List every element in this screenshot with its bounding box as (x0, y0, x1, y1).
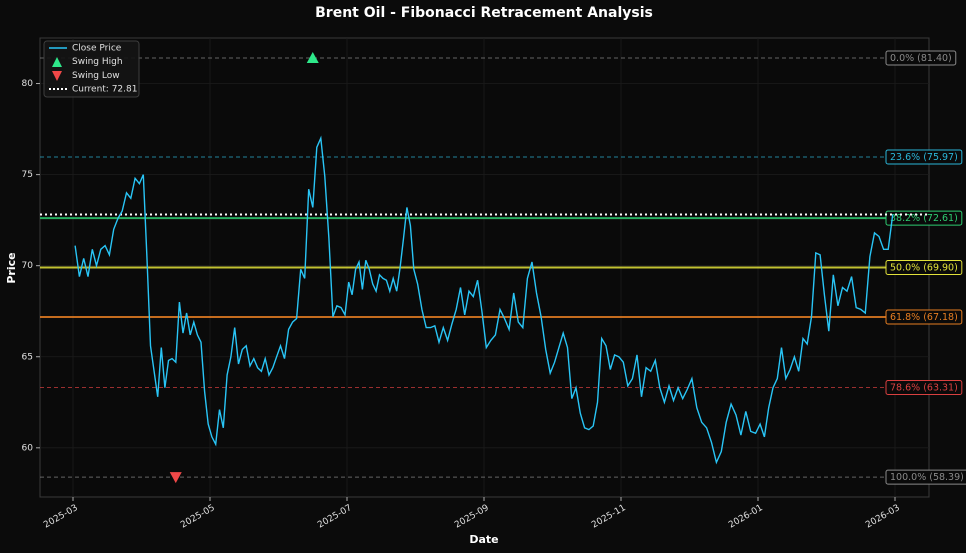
fib-label-box (885, 149, 963, 165)
fib-label: 78.6% (63.31) (885, 380, 963, 396)
fib-label-box (885, 469, 966, 485)
fib-label-text: 78.6% (63.31) (890, 383, 958, 394)
legend-label: Close Price (72, 44, 122, 54)
fib-label-text: 23.6% (75.97) (890, 152, 958, 163)
fib-label-text: 61.8% (67.18) (890, 312, 958, 323)
fib-label-text: 50.0% (69.90) (890, 263, 958, 274)
price-line (74, 135, 894, 465)
legend-box (43, 40, 140, 98)
fib-label: 61.8% (67.18) (885, 309, 963, 325)
fib-label: 100.0% (58.39) (885, 469, 966, 485)
legend-swatch (52, 57, 62, 67)
legend-label: Swing High (72, 57, 123, 67)
fib-label: 50.0% (69.90) (885, 260, 963, 275)
fib-label-box (885, 210, 963, 226)
y-tick-label: 80 (22, 79, 34, 89)
fib-label-box (885, 260, 963, 275)
y-tick-label: 60 (22, 443, 34, 453)
fib-label-text: 38.2% (72.61) (890, 213, 958, 224)
y-tick-label: 75 (22, 170, 33, 180)
fib-label-box (885, 50, 957, 66)
swing-low-marker (169, 472, 182, 484)
fib-label: 38.2% (72.61) (885, 210, 963, 226)
fib-label-text: 100.0% (58.39) (890, 472, 964, 483)
x-axis-label: Date (469, 533, 498, 546)
fib-label: 23.6% (75.97) (885, 149, 963, 165)
y-axis-label: Price (5, 252, 18, 283)
legend-label: Swing Low (72, 71, 120, 81)
fib-label-text: 0.0% (81.40) (890, 53, 952, 64)
swing-high-marker (306, 52, 319, 64)
chart-title: Brent Oil - Fibonacci Retracement Analys… (315, 5, 653, 21)
fib-label-box (885, 380, 963, 396)
fib-label-box (885, 309, 963, 325)
legend: Close Price Swing High Swing Low Current: 7… (43, 40, 140, 98)
legend-label: Current: 72.81 (72, 85, 137, 95)
legend-swatch (52, 71, 62, 81)
fib-label: 0.0% (81.40) (885, 50, 957, 66)
y-tick-label: 65 (22, 352, 33, 362)
y-tick-label: 70 (22, 261, 34, 271)
